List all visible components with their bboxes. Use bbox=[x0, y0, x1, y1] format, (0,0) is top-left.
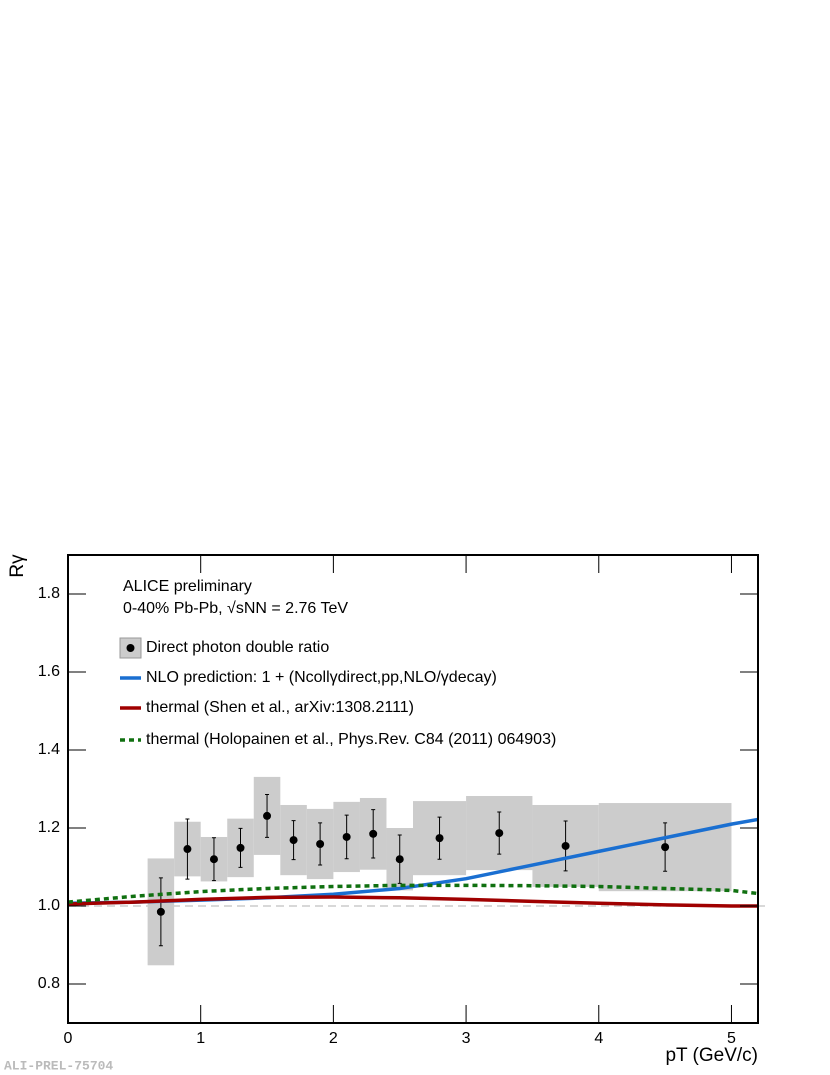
curve bbox=[67, 895, 758, 908]
data-point bbox=[369, 829, 378, 838]
annotation: 0-40% Pb-Pb, √sNN = 2.76 TeV bbox=[123, 600, 348, 617]
y-tick-label: 1.4 bbox=[38, 741, 60, 758]
legend-marker bbox=[126, 644, 135, 652]
data-point bbox=[316, 839, 325, 848]
data-point bbox=[435, 834, 444, 843]
data-point bbox=[395, 855, 404, 864]
data-point bbox=[209, 855, 218, 864]
y-tick-label: 1.6 bbox=[38, 663, 60, 680]
legend-label: Direct photon double ratio bbox=[146, 639, 329, 656]
watermark: ALI-PREL-75704 bbox=[4, 1058, 113, 1073]
annotation: ALICE preliminary bbox=[123, 578, 252, 595]
data-point bbox=[183, 845, 192, 854]
data-point bbox=[561, 841, 570, 850]
x-tick-label: 0 bbox=[64, 1030, 73, 1047]
data-point bbox=[289, 836, 298, 845]
data-point bbox=[495, 829, 504, 838]
data-point bbox=[661, 843, 670, 852]
x-tick-label: 4 bbox=[594, 1030, 603, 1047]
x-tick-label: 5 bbox=[727, 1030, 736, 1047]
data-point bbox=[156, 907, 165, 916]
y-tick-label: 1.2 bbox=[38, 819, 60, 836]
x-tick-label: 2 bbox=[329, 1030, 338, 1047]
y-tick-label: 1.8 bbox=[38, 585, 60, 602]
legend-label: thermal (Holopainen et al., Phys.Rev. C8… bbox=[146, 731, 556, 748]
y-tick-label: 0.8 bbox=[38, 975, 60, 992]
y-axis-label: Rγ bbox=[7, 554, 28, 578]
y-tick-label: 1.0 bbox=[38, 897, 60, 914]
data-point bbox=[236, 843, 245, 852]
data-point bbox=[263, 811, 272, 820]
legend-label: NLO prediction: 1 + (Ncollγdirect,pp,NLO… bbox=[146, 669, 497, 686]
plot-frame bbox=[67, 554, 759, 1024]
legend-label: thermal (Shen et al., arXiv:1308.2111) bbox=[146, 699, 414, 716]
data-point bbox=[342, 832, 351, 841]
x-tick-label: 1 bbox=[196, 1030, 205, 1047]
x-axis-label: pT (GeV/c) bbox=[665, 1045, 758, 1066]
x-tick-label: 3 bbox=[462, 1030, 471, 1047]
